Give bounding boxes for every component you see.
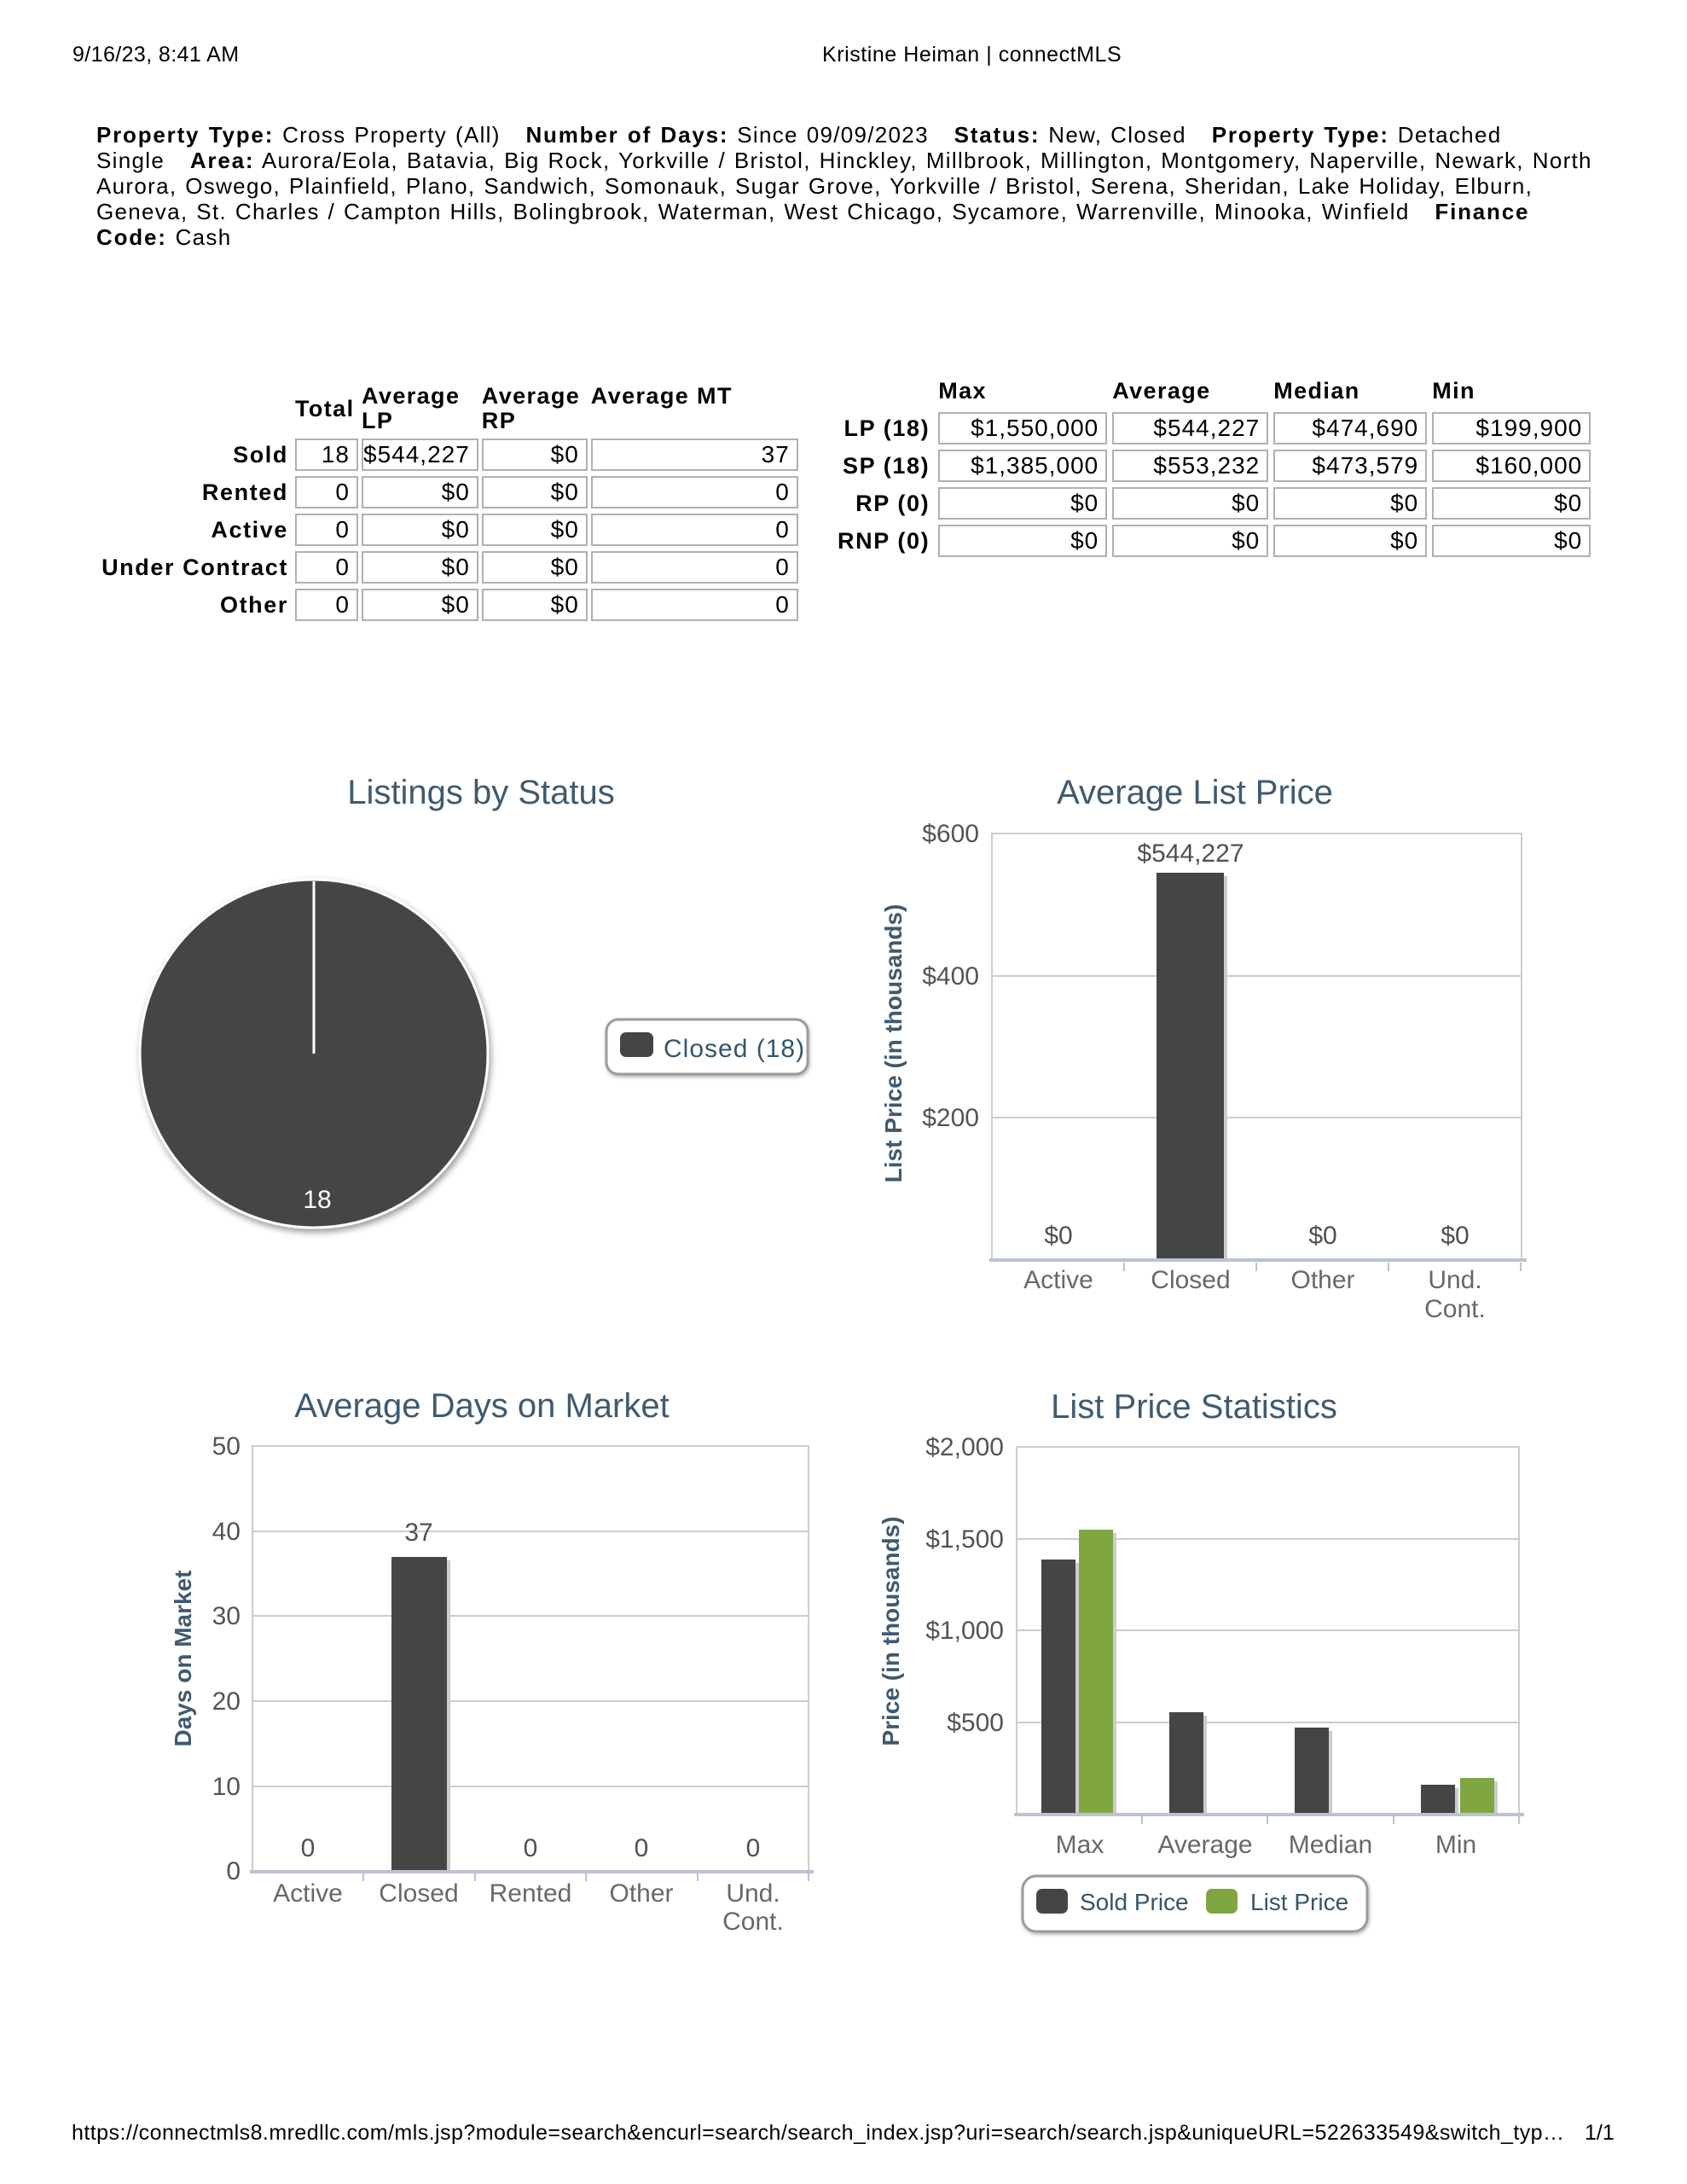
svg-text:$0: $0 (1044, 1222, 1072, 1250)
svg-text:37: 37 (404, 1519, 432, 1547)
svg-text:Other: Other (1290, 1266, 1354, 1294)
svg-text:$600: $600 (922, 820, 979, 848)
svg-text:Average List Price: Average List Price (1057, 774, 1333, 811)
svg-text:30: 30 (212, 1602, 241, 1630)
svg-text:20: 20 (212, 1687, 241, 1716)
svg-text:Listings by Status: Listings by Status (347, 774, 615, 811)
svg-text:Median: Median (1289, 1831, 1372, 1859)
svg-text:0: 0 (226, 1857, 241, 1885)
svg-text:$0: $0 (1308, 1222, 1336, 1250)
svg-text:$544,227: $544,227 (1137, 839, 1244, 868)
svg-text:Und.: Und. (1428, 1266, 1481, 1294)
svg-text:$1,000: $1,000 (925, 1617, 1004, 1645)
svg-text:Closed (18): Closed (18) (664, 1035, 805, 1063)
svg-text:Active: Active (273, 1879, 343, 1908)
svg-text:Min: Min (1435, 1831, 1476, 1859)
svg-text:Max: Max (1056, 1831, 1104, 1859)
svg-text:Closed: Closed (379, 1879, 458, 1908)
svg-text:Average: Average (1157, 1831, 1252, 1859)
svg-text:Price (in thousands): Price (in thousands) (878, 1516, 904, 1745)
svg-text:Average Days on Market: Average Days on Market (294, 1387, 669, 1425)
svg-text:$1,500: $1,500 (925, 1525, 1004, 1554)
svg-text:40: 40 (212, 1518, 241, 1546)
svg-text:Cont.: Cont. (1424, 1295, 1486, 1323)
svg-text:$200: $200 (922, 1104, 979, 1132)
svg-text:0: 0 (524, 1834, 538, 1862)
svg-text:Rented: Rented (490, 1879, 572, 1908)
svg-text:Active: Active (1023, 1266, 1093, 1294)
svg-text:$400: $400 (922, 962, 979, 990)
svg-text:0: 0 (301, 1834, 316, 1862)
svg-text:10: 10 (212, 1773, 241, 1801)
svg-text:Days on Market: Days on Market (170, 1571, 196, 1747)
svg-text:Und.: Und. (726, 1879, 780, 1908)
svg-text:$500: $500 (947, 1709, 1004, 1737)
svg-text:50: 50 (212, 1432, 241, 1461)
svg-text:$2,000: $2,000 (925, 1433, 1004, 1461)
svg-text:0: 0 (635, 1834, 649, 1862)
svg-text:18: 18 (303, 1186, 331, 1214)
svg-text:Other: Other (609, 1879, 673, 1908)
svg-text:List Price (in thousands): List Price (in thousands) (880, 904, 907, 1183)
svg-text:$0: $0 (1441, 1222, 1469, 1250)
svg-text:List Price: List Price (1250, 1889, 1348, 1915)
svg-text:Closed: Closed (1151, 1266, 1230, 1294)
svg-text:Cont.: Cont. (722, 1908, 784, 1936)
svg-text:0: 0 (746, 1834, 761, 1862)
svg-text:Sold Price: Sold Price (1080, 1889, 1189, 1915)
svg-text:List Price Statistics: List Price Statistics (1051, 1388, 1337, 1426)
